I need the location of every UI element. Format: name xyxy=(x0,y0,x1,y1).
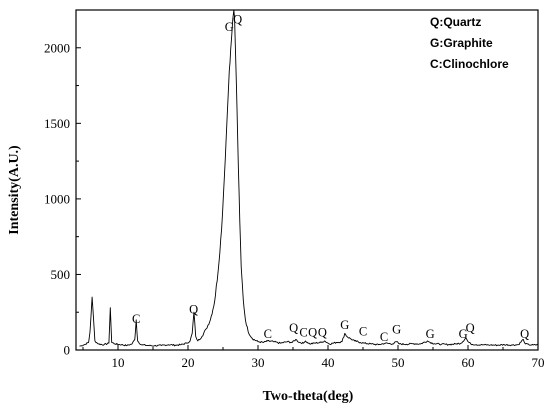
peak-label: Q xyxy=(318,325,327,339)
peak-label: C xyxy=(299,325,307,339)
legend-entry-clinochlore: C:Clinochlore xyxy=(430,57,509,71)
peak-label: C xyxy=(264,327,272,341)
y-tick-label: 1000 xyxy=(44,191,70,206)
x-tick-label: 20 xyxy=(182,355,195,370)
legend-entry-graphite: G:Graphite xyxy=(430,36,493,50)
peak-label: G xyxy=(459,327,468,341)
peak-label: C xyxy=(132,312,140,326)
peak-label: G xyxy=(392,322,401,336)
plot-border xyxy=(75,9,539,351)
peak-label: Q xyxy=(233,13,242,27)
peak-label: G xyxy=(340,318,349,332)
x-tick-label: 70 xyxy=(532,355,545,370)
peak-label: Q xyxy=(466,321,475,335)
y-tick-label: 500 xyxy=(51,267,71,282)
x-tick-label: 60 xyxy=(462,355,475,370)
y-tick-label: 0 xyxy=(64,343,71,358)
y-tick-label: 1500 xyxy=(44,116,70,131)
peak-label: Q xyxy=(289,321,298,335)
x-tick-label: 10 xyxy=(112,355,125,370)
xrd-series-0 xyxy=(79,9,539,347)
plot-frame xyxy=(75,9,539,351)
series-layer xyxy=(79,9,539,347)
y-axis-title: Intensity(A.U.) xyxy=(7,145,22,235)
legend-entry-quartz: Q:Quartz xyxy=(430,15,481,29)
peak-label: C xyxy=(359,325,367,339)
peak-label: G xyxy=(426,327,435,341)
peak-label: Q xyxy=(189,303,198,317)
peak-label: C xyxy=(380,330,388,344)
peak-label: G xyxy=(225,20,234,34)
peak-label: Q xyxy=(308,325,317,339)
peak-label: Q xyxy=(520,327,529,341)
y-tick-label: 2000 xyxy=(44,40,70,55)
legend: Q:Quartz G:Graphite C:Clinochlore xyxy=(430,15,509,71)
y-axis-ticks: 0 500 1000 1500 2000 xyxy=(44,40,81,358)
x-tick-label: 50 xyxy=(392,355,405,370)
x-tick-label: 40 xyxy=(322,355,335,370)
x-axis-ticks: 10 20 30 40 50 60 70 xyxy=(82,345,545,370)
x-axis-title: Two-theta(deg) xyxy=(263,389,354,404)
x-tick-label: 30 xyxy=(252,355,265,370)
